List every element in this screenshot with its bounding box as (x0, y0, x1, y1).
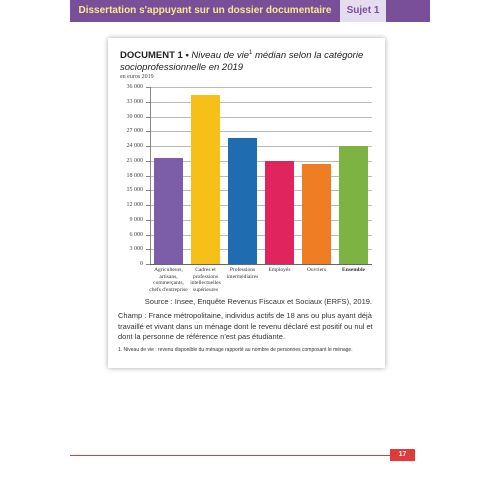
y-tick-label: 27 000 (126, 128, 144, 135)
y-tick-label: 0 (140, 261, 143, 267)
grid-line (150, 175, 372, 177)
champ: Champ : France métropolitaine, individus… (118, 311, 373, 341)
y-tick-mark (146, 131, 150, 133)
header-title: Dissertation s'appuyant sur un dossier d… (78, 5, 332, 16)
y-tick-label: 6 000 (129, 231, 144, 238)
document-title: DOCUMENT 1 • Niveau de vie1 médian selon… (120, 47, 375, 74)
y-tick-label: 36 000 (126, 84, 144, 90)
y-tick-mark (146, 146, 150, 147)
x-tick-label: Professions intermédiaires (226, 267, 259, 280)
y-tick-label: 3 000 (129, 246, 144, 253)
grid-line (150, 234, 372, 236)
grid-line (150, 264, 372, 265)
x-tick-label: Ouvriers (306, 267, 327, 273)
y-tick-mark (146, 205, 150, 206)
y-tick-label: 18 000 (126, 172, 144, 179)
y-tick-mark (146, 219, 150, 221)
grid-line (150, 190, 372, 192)
y-tick-mark (146, 234, 150, 236)
y-tick-mark (146, 190, 150, 192)
y-tick-label: 21 000 (126, 157, 144, 164)
grid-line (150, 160, 372, 162)
document-title-rest: médian selon la catégorie socioprofessio… (120, 50, 364, 74)
grid-line (150, 146, 372, 147)
bar (302, 164, 331, 264)
bar (265, 160, 294, 264)
bar (339, 146, 368, 264)
bar (228, 138, 257, 264)
grid-line (150, 131, 372, 133)
document-label: DOCUMENT 1 • (120, 50, 189, 62)
y-tick-label: 9 000 (129, 216, 144, 223)
y-axis (150, 87, 151, 264)
unit-label: en euros 2019 (120, 74, 154, 80)
y-tick-label: 33 000 (126, 98, 144, 105)
y-tick-mark (146, 87, 150, 88)
y-tick-label: 15 000 (126, 187, 144, 194)
source: Source : Insee, Enquête Revenus Fiscaux … (144, 297, 372, 306)
grid-line (150, 87, 372, 88)
grid-line (150, 219, 372, 221)
footnote: 1. Niveau de vie : revenu disponible du … (118, 347, 353, 353)
y-tick-label: 24 000 (126, 143, 144, 149)
y-tick-label: 30 000 (126, 113, 144, 120)
grid-line (150, 205, 372, 206)
x-tick-label: Ensemble (342, 267, 365, 273)
document-title-text: Niveau de vie (191, 50, 249, 62)
bar (191, 95, 220, 264)
y-tick-mark (146, 264, 150, 265)
grid-line (150, 249, 372, 251)
y-tick-mark (146, 175, 150, 177)
bar (154, 157, 183, 264)
y-tick-label: 12 000 (126, 202, 144, 208)
y-tick-mark (146, 116, 150, 118)
x-tick-label: Agriculteurs, artisans, commerçants, che… (149, 267, 188, 293)
grid-line (150, 101, 372, 103)
footer-line (70, 455, 390, 456)
x-tick-label: Cadres et professions intellectuelles su… (190, 267, 221, 293)
title-note: 1 (248, 50, 253, 56)
header-tag: Sujet 1 (340, 0, 386, 22)
grid-line (150, 116, 372, 118)
y-tick-mark (146, 160, 150, 162)
x-tick-label: Employés (268, 267, 291, 273)
y-tick-mark (146, 249, 150, 251)
y-tick-mark (146, 101, 150, 103)
page-number: 17 (390, 449, 415, 461)
